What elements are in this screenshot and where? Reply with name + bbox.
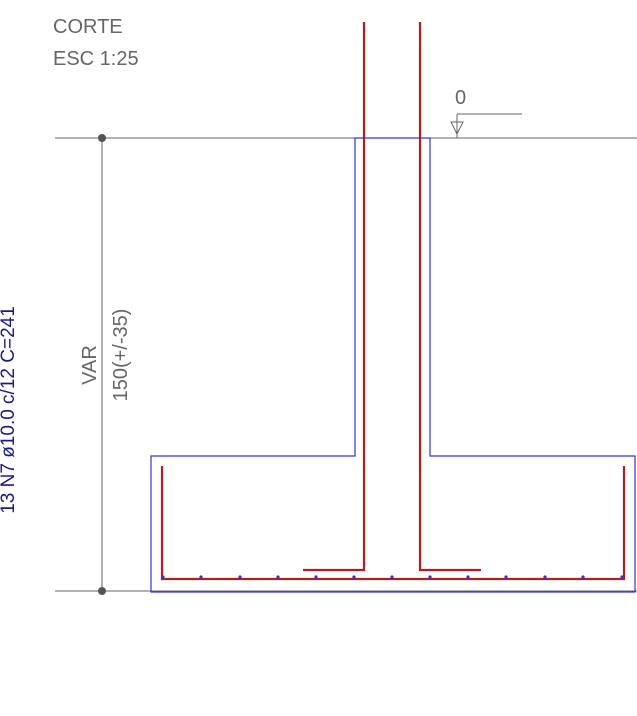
dimension-var-label: VAR: [79, 345, 101, 385]
level-value: 0: [455, 87, 466, 109]
transverse-bar-dot: [428, 575, 432, 579]
transverse-bar-dot: [543, 575, 547, 579]
section-title: CORTE: [53, 16, 123, 38]
transverse-bar-dot: [314, 575, 318, 579]
transverse-bar-dot: [199, 575, 203, 579]
transverse-bar-dot: [466, 575, 470, 579]
section-scale: ESC 1:25: [53, 48, 139, 70]
transverse-bars: [161, 575, 624, 579]
level-marker: 0: [450, 87, 522, 138]
dimension-dot-bottom: [98, 587, 106, 595]
footing-main-bar: [160, 466, 626, 581]
transverse-bar-dot: [620, 575, 624, 579]
dimension-dot-top: [98, 134, 106, 142]
column-bar-right: [418, 22, 481, 572]
transverse-bar-dot: [276, 575, 280, 579]
transverse-bar-dot: [161, 575, 165, 579]
transverse-bar-dot: [352, 575, 356, 579]
concrete-outline: [150, 137, 636, 593]
transverse-bar-dot: [390, 575, 394, 579]
height-dimension: VAR 150(+/-35): [79, 134, 132, 595]
column-bar-left: [303, 22, 366, 572]
transverse-bar-dot: [504, 575, 508, 579]
level-triangle-icon: [450, 121, 464, 136]
transverse-bar-dot: [581, 575, 585, 579]
dimension-height-label: 150(+/-35): [110, 309, 132, 402]
transverse-bar-dot: [238, 575, 242, 579]
rebar-label: 13 N7 ø10.0 c/12 C=241: [0, 306, 19, 514]
